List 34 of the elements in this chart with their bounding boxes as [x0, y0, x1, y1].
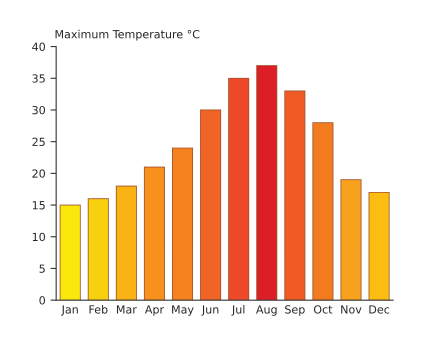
bar	[200, 110, 222, 300]
bar	[88, 198, 109, 300]
x-tick-label: Sep	[285, 305, 305, 316]
x-tick-label: Jan	[61, 305, 78, 316]
y-tick-label: 10	[32, 232, 46, 242]
bar	[144, 166, 165, 300]
x-tick-label: Mar	[116, 305, 137, 314]
x-tick-label: Aug	[256, 305, 277, 316]
bar	[256, 65, 278, 300]
x-tick-label: Feb	[90, 305, 108, 314]
y-tick-label: 40	[32, 42, 46, 51]
y-tick-label: 0	[39, 296, 46, 305]
x-tick-label: Jun	[201, 305, 218, 316]
x-tick-label: Dec	[369, 305, 390, 314]
bar	[60, 204, 81, 300]
x-tick-label: Jul	[231, 305, 244, 316]
y-tick-label: 20	[32, 169, 46, 178]
chart-title: Maximum Temperature °C	[56, 30, 200, 41]
bar	[172, 148, 194, 300]
x-tick-label: Oct	[314, 305, 332, 314]
y-tick-label: 30	[32, 106, 46, 114]
bar	[116, 186, 137, 300]
bar	[284, 90, 306, 300]
x-tick-label: May	[172, 305, 194, 316]
bar	[368, 192, 390, 300]
x-tick-label: Nov	[341, 305, 362, 314]
y-tick-label: 5	[40, 264, 45, 273]
y-tick-label: 35	[32, 74, 45, 83]
bar	[312, 122, 334, 300]
bar	[340, 179, 362, 300]
y-tick-label: 25	[32, 138, 45, 146]
bar	[228, 78, 250, 300]
y-tick-label: 15	[32, 201, 45, 210]
x-tick-label: Apr	[144, 305, 164, 316]
